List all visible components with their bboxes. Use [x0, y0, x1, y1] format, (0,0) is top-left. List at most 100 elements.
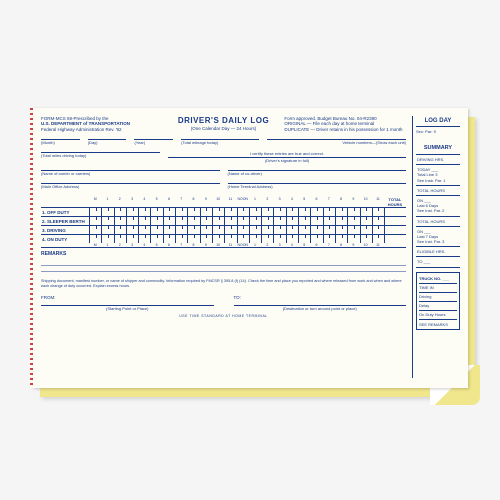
duty-label: 1. OFF DUTY [41, 208, 89, 216]
carrier-label: (Name of carrier or carriers) [41, 171, 220, 176]
duty-grid: M1234567891011NOON1234567891011 TOTAL HO… [41, 197, 406, 248]
hour-label: 6 [163, 243, 175, 247]
duty-label: 2. SLEEPER BERTH [41, 217, 89, 225]
hour-label: 6 [310, 243, 322, 247]
form-document: LOG DAY Sec: Par: 9 SUMMARY DRIVING HRS.… [30, 105, 470, 395]
duty-total[interactable] [384, 208, 406, 216]
office-label: (Main Office Address) [41, 184, 220, 189]
logday-sec: Sec: Par: 9 [416, 127, 460, 136]
duty-cells[interactable] [89, 226, 384, 234]
footer-note: Shipping document, manifest number, or n… [41, 279, 406, 289]
hour-label: 5 [298, 243, 310, 247]
hour-label: 10 [212, 243, 224, 247]
remarks-label: REMARKS [41, 251, 406, 257]
main-area: FORM-MCS 59-Prescribed by the U.S. DEPAR… [41, 116, 406, 318]
duty-total[interactable] [384, 235, 406, 243]
duty-total[interactable] [384, 226, 406, 234]
hour-label: 10 [212, 197, 224, 207]
to-label: TO: [234, 295, 241, 300]
truck-row: Delay [419, 302, 457, 311]
from-to-row: FROM: (Starting Point or Place) TO: (Des… [41, 295, 406, 311]
hour-label: 3 [126, 197, 138, 207]
duty-row: 4. ON DUTY [41, 234, 406, 243]
terminal-label: (Home Terminal Address) [228, 184, 407, 189]
hour-label: 4 [138, 243, 150, 247]
truck-row: On Duty Hours [419, 311, 457, 320]
driving-label: (Total miles driving today) [41, 153, 160, 158]
hour-label: 10 [360, 197, 372, 207]
hour-label: 3 [126, 243, 138, 247]
duty-label: 4. ON DUTY [41, 235, 89, 243]
hour-label: 4 [286, 243, 298, 247]
duty-row: 1. OFF DUTY [41, 207, 406, 216]
logday-title: LOG DAY [416, 116, 460, 127]
truck-title: TRUCK NO. ___ [419, 275, 457, 284]
hour-label: 7 [323, 197, 335, 207]
header-right: Form approved. Budget Bureau No. 04-R239… [284, 116, 406, 132]
hour-label: 2 [114, 197, 126, 207]
header-left: FORM-MCS 59-Prescribed by the U.S. DEPAR… [41, 116, 163, 132]
hour-label: 1 [249, 197, 261, 207]
hour-label: 5 [150, 243, 162, 247]
hour-label: 9 [200, 197, 212, 207]
row2: (Total miles driving today) I certify th… [41, 151, 406, 163]
year-label: (Year) [134, 140, 173, 145]
hour-label: 11 [372, 243, 384, 247]
hour-label: 7 [175, 243, 187, 247]
hour-label: 2 [261, 243, 273, 247]
start-label: (Starting Point or Place) [41, 306, 214, 311]
hour-label: 8 [335, 197, 347, 207]
hour-label: 10 [360, 243, 372, 247]
row4: (Main Office Address) (Home Terminal Add… [41, 182, 406, 189]
hour-label: 7 [175, 197, 187, 207]
duty-label: 3. DRIVING [41, 226, 89, 234]
hour-label: 8 [187, 243, 199, 247]
form-header: FORM-MCS 59-Prescribed by the U.S. DEPAR… [41, 116, 406, 132]
hour-label: 1 [249, 243, 261, 247]
hour-label: 1 [101, 197, 113, 207]
hour-label: M [89, 243, 101, 247]
codriver-label: (Name of co-driver) [228, 171, 407, 176]
truck-row: SEE REMARKS [419, 320, 457, 327]
summary-row: ON ___ Last 7 Days See Inst. Par. 3 [416, 227, 460, 248]
duty-cells[interactable] [89, 235, 384, 243]
duty-cells[interactable] [89, 217, 384, 225]
original-page: LOG DAY Sec: Par: 9 SUMMARY DRIVING HRS.… [33, 108, 468, 388]
hour-label: 4 [138, 197, 150, 207]
hour-label: 2 [261, 197, 273, 207]
duty-row: 2. SLEEPER BERTH [41, 216, 406, 225]
dest-label: (Destination or turn around point or pla… [234, 306, 407, 311]
hour-label: 9 [347, 197, 359, 207]
hour-label: 9 [200, 243, 212, 247]
hour-label: 8 [335, 243, 347, 247]
duty-total[interactable] [384, 217, 406, 225]
hour-label: 11 [372, 197, 384, 207]
row3: (Name of carrier or carriers) (Name of c… [41, 169, 406, 176]
hour-label: 9 [347, 243, 359, 247]
header-center: DRIVER'S DAILY LOG (One Calendar Day — 2… [163, 116, 285, 132]
summary-row: TOTAL HOURS [416, 186, 460, 196]
hour-label: 5 [150, 197, 162, 207]
truck-row: TIME IN [419, 284, 457, 293]
duty-cells[interactable] [89, 208, 384, 216]
total-hours-header: TOTAL HOURS [384, 197, 406, 207]
duty-row: 3. DRIVING [41, 225, 406, 234]
summary-row: ON ___ Last 6 Days See Inst. Par. 2 [416, 196, 460, 217]
mileage-label: (Total mileage today) [181, 140, 258, 145]
remarks-lines[interactable] [41, 259, 406, 273]
hour-label: 5 [298, 197, 310, 207]
logday-sidebar: LOG DAY Sec: Par: 9 SUMMARY DRIVING HRS.… [412, 116, 460, 378]
summary-row: TO ___ [416, 257, 460, 267]
date-row: (Month) (Day) (Year) (Total mileage toda… [41, 138, 406, 145]
form-title: DRIVER'S DAILY LOG [163, 116, 285, 126]
hour-label: 6 [310, 197, 322, 207]
hour-label: 8 [187, 197, 199, 207]
hour-label: M [89, 197, 101, 207]
truck-row: Driving [419, 293, 457, 302]
revision: Federal Highway Administration Rev. '92 [41, 127, 163, 132]
hour-label: 6 [163, 197, 175, 207]
form-subtitle: (One Calendar Day — 24 Hours) [163, 126, 285, 131]
hour-label: 7 [323, 243, 335, 247]
hour-label: NOON [237, 197, 249, 207]
hour-label: 2 [114, 243, 126, 247]
